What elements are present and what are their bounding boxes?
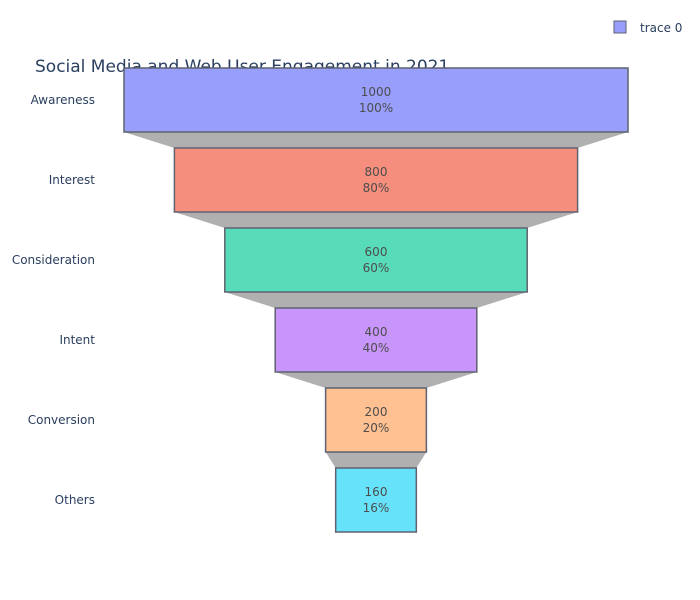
bar-percent-label: 20% (363, 421, 390, 435)
bar-percent-label: 40% (363, 341, 390, 355)
funnel-connector (325, 452, 427, 468)
legend[interactable]: trace 0 (613, 20, 682, 35)
legend-swatch[interactable] (613, 20, 627, 34)
bar-value-label: 800 (365, 165, 388, 179)
bar-percent-label: 100% (359, 101, 393, 115)
bar-value-label: 200 (365, 405, 388, 419)
bar-value-label: 400 (365, 325, 388, 339)
category-label: Consideration (12, 253, 95, 267)
category-label: Others (55, 493, 95, 507)
funnel-plot-area: 1000 100% Awareness 800 80% Interest 600 60% Con… (12, 67, 629, 533)
funnel-connector (174, 212, 578, 228)
category-label: Intent (59, 333, 95, 347)
funnel-connector (275, 372, 477, 388)
category-label: Conversion (28, 413, 95, 427)
funnel-bar-consideration[interactable] (224, 227, 528, 293)
bar-percent-label: 16% (363, 501, 390, 515)
bar-value-label: 1000 (361, 85, 392, 99)
funnel-connector (224, 292, 528, 308)
funnel-connector (124, 132, 628, 148)
funnel-bar-awareness[interactable] (123, 67, 629, 133)
category-label: Interest (49, 173, 96, 187)
funnel-bar-others[interactable] (334, 467, 418, 533)
funnel-bar-intent[interactable] (274, 307, 478, 373)
bar-value-label: 160 (365, 485, 388, 499)
funnel-bar-conversion[interactable] (324, 387, 428, 453)
bar-value-label: 600 (365, 245, 388, 259)
bar-percent-label: 80% (363, 181, 390, 195)
funnel-bar-interest[interactable] (173, 147, 579, 213)
bar-percent-label: 60% (363, 261, 390, 275)
legend-label[interactable]: trace 0 (640, 21, 682, 35)
category-label: Awareness (31, 93, 95, 107)
